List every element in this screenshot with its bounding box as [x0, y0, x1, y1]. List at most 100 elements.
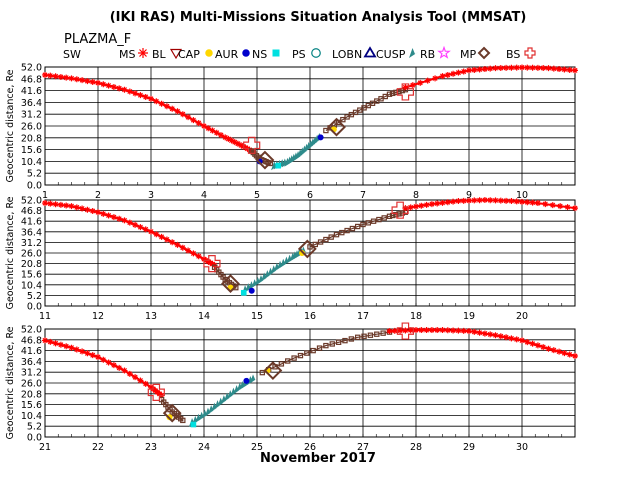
- mp-point: [285, 358, 291, 364]
- ms-point: [231, 139, 238, 146]
- ms-point: [121, 367, 128, 374]
- ms-point: [100, 210, 107, 217]
- mp-point: [323, 236, 329, 243]
- ms-point: [105, 82, 112, 89]
- marker-ns: [275, 162, 281, 169]
- ms-point: [132, 374, 139, 381]
- ms-point: [110, 83, 117, 90]
- ms-point: [423, 201, 430, 208]
- ms-point: [466, 328, 472, 335]
- bs-crossing: [396, 83, 414, 101]
- ms-point: [63, 343, 70, 350]
- y-tick-label: 36.4: [21, 98, 42, 109]
- ms-point: [89, 208, 96, 215]
- ms-point: [508, 198, 515, 205]
- ms-point: [450, 198, 457, 205]
- y-tick-label: 26.0: [21, 249, 42, 260]
- x-tick-label: 4: [201, 190, 207, 201]
- ms-point: [57, 341, 64, 348]
- ms-point: [534, 64, 541, 71]
- mp-crossing: [327, 117, 346, 137]
- ms-point: [137, 92, 144, 99]
- marker-ns: [240, 289, 247, 296]
- ms-point: [391, 327, 398, 334]
- x-tick-label: 21: [39, 442, 51, 453]
- ms-point: [503, 197, 510, 204]
- ms-point: [556, 348, 563, 355]
- legend-label-cusp: CUSP: [376, 48, 406, 61]
- ms-point: [492, 332, 499, 339]
- ms-point: [572, 205, 578, 212]
- y-tick-label: 31.2: [21, 238, 42, 249]
- mp-point: [335, 339, 342, 345]
- legend-label-cap: CAP: [178, 48, 200, 61]
- ms-point: [434, 327, 441, 334]
- x-tick-label: 14: [198, 311, 210, 322]
- y-tick-label: 31.2: [21, 110, 42, 121]
- ms-point: [126, 219, 133, 226]
- x-tick-label: 29: [463, 442, 475, 453]
- ms-point: [418, 327, 425, 334]
- mp-point: [365, 220, 372, 226]
- ms-point: [397, 327, 404, 334]
- ms-point: [466, 67, 472, 74]
- mp-point: [355, 223, 361, 230]
- ms-point: [476, 197, 483, 204]
- x-tick-label: 13: [145, 311, 157, 322]
- ms-point: [428, 201, 435, 208]
- ms-point: [407, 204, 414, 211]
- ms-point: [79, 348, 86, 355]
- ms-point: [540, 344, 547, 351]
- legend: SW MS BL CAP AUR NS PS LOBN CUSP RB MP BS: [63, 45, 536, 61]
- legend-symbol-rb: [437, 45, 451, 59]
- ms-point: [89, 352, 96, 359]
- legend-symbol-ps: [311, 48, 321, 58]
- ms-point: [95, 209, 101, 216]
- ms-point: [413, 203, 419, 210]
- ms-point: [185, 247, 192, 254]
- legend-symbol-ns: [272, 49, 280, 57]
- ms-point: [73, 346, 80, 353]
- ms-point: [481, 197, 488, 203]
- ms-point: [213, 129, 220, 136]
- mp-point: [342, 337, 348, 344]
- ms-point: [190, 250, 197, 257]
- ms-point: [386, 328, 393, 335]
- series-ms-line: [44, 202, 216, 267]
- mp-point: [323, 342, 329, 349]
- x-tick-label: 6: [307, 190, 313, 201]
- ms-point: [434, 200, 441, 207]
- legend-label-lobn: LOBN: [332, 48, 362, 61]
- ms-point: [503, 64, 510, 71]
- x-tick-label: 1: [42, 190, 48, 201]
- ms-point: [153, 98, 160, 105]
- y-tick-label: 5.2: [27, 422, 42, 433]
- mp-point: [329, 341, 335, 347]
- ms-point: [42, 200, 48, 207]
- ms-point: [132, 90, 139, 97]
- series-cusp: [241, 246, 310, 295]
- ms-point: [47, 200, 54, 207]
- ms-point: [540, 64, 547, 71]
- ms-point: [110, 362, 117, 369]
- legend-symbol-bs: [524, 47, 536, 59]
- legend-label-aur: AUR: [215, 48, 239, 61]
- ms-point: [73, 204, 80, 211]
- date-label: November 2017: [260, 451, 376, 466]
- marker-ns: [190, 421, 197, 428]
- ms-point: [455, 198, 462, 205]
- y-tick-label: 26.0: [21, 379, 42, 390]
- mp-point: [355, 334, 361, 341]
- mp-point: [360, 221, 366, 228]
- ms-point: [481, 330, 488, 337]
- ms-point: [529, 64, 536, 71]
- ms-point: [132, 221, 139, 228]
- ms-point: [142, 93, 149, 100]
- y-tick-label: 15.6: [21, 400, 42, 411]
- y-tick-label: 10.4: [21, 157, 42, 168]
- series-ms-line: [44, 73, 253, 152]
- ms-point: [402, 327, 409, 334]
- series-ms-line: [44, 339, 163, 397]
- ms-point: [572, 353, 578, 359]
